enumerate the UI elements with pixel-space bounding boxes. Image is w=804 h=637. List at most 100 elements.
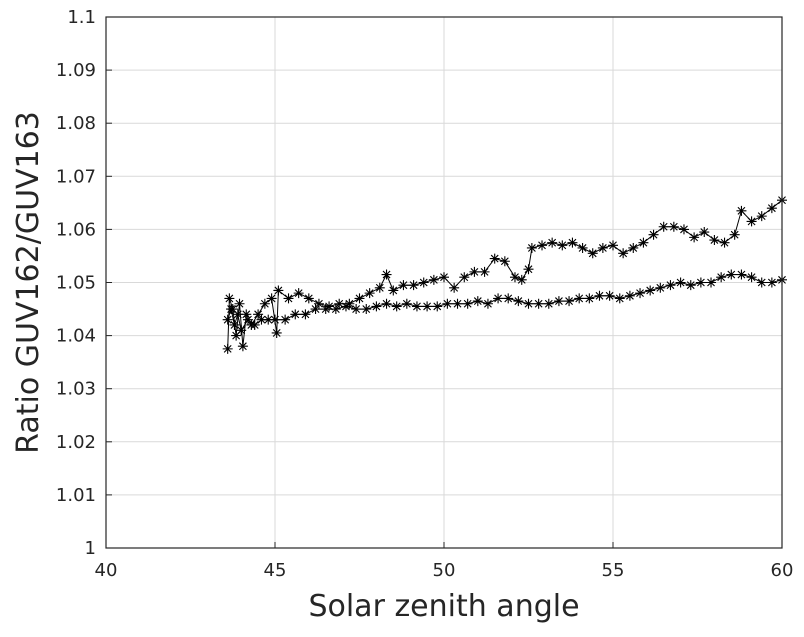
data-point: [313, 298, 324, 309]
data-point: [303, 293, 314, 304]
data-point: [411, 301, 422, 312]
data-point: [729, 229, 740, 240]
data-point: [564, 296, 575, 307]
data-point: [428, 274, 439, 285]
data-point: [300, 309, 311, 320]
x-tick-label: 40: [95, 560, 118, 581]
data-point: [604, 290, 615, 301]
y-tick-label: 1.01: [56, 485, 96, 506]
data-point: [523, 264, 534, 275]
data-point: [418, 277, 429, 288]
data-point: [766, 277, 777, 288]
data-point: [658, 221, 669, 232]
data-point: [271, 327, 282, 338]
data-point: [422, 301, 433, 312]
y-tick-label: 1.07: [56, 166, 96, 187]
data-point: [469, 266, 480, 277]
data-point: [273, 285, 284, 296]
series-group: [222, 195, 787, 354]
data-point: [234, 298, 245, 309]
data-point: [716, 272, 727, 283]
data-point: [231, 330, 242, 341]
data-point: [756, 211, 767, 222]
data-point: [482, 298, 493, 309]
data-point: [232, 309, 243, 320]
data-point: [537, 240, 548, 251]
data-point: [685, 280, 696, 291]
data-point: [668, 221, 679, 232]
data-point: [587, 248, 598, 259]
x-tick-label: 55: [602, 560, 625, 581]
data-point: [253, 309, 264, 320]
data-point: [224, 293, 235, 304]
data-point: [283, 293, 294, 304]
data-point: [222, 343, 233, 354]
data-point: [266, 293, 277, 304]
data-point: [574, 293, 585, 304]
data-point: [567, 237, 578, 248]
data-point: [401, 298, 412, 309]
x-tick-label: 60: [771, 560, 794, 581]
data-point: [766, 203, 777, 214]
data-point: [584, 293, 595, 304]
data-point: [695, 277, 706, 288]
data-point: [388, 285, 399, 296]
data-point: [553, 296, 564, 307]
data-point: [503, 293, 514, 304]
data-point: [351, 304, 362, 315]
data-point: [608, 240, 618, 251]
y-tick-label: 1.02: [56, 432, 96, 453]
x-axis-title: Solar zenith angle: [308, 589, 579, 624]
data-point: [746, 272, 757, 283]
y-tick-label: 1: [85, 538, 96, 559]
data-point: [618, 248, 629, 259]
data-point: [516, 274, 527, 285]
data-point: [472, 296, 483, 307]
data-point: [259, 298, 270, 309]
data-point: [736, 269, 747, 280]
data-point: [719, 237, 730, 248]
y-tick-label: 1.09: [56, 60, 96, 81]
data-point: [364, 288, 375, 299]
y-tick-label: 1.06: [56, 219, 96, 240]
data-point: [241, 309, 252, 320]
data-point: [361, 304, 372, 315]
data-point: [509, 272, 520, 283]
data-point: [547, 237, 558, 248]
data-point: [678, 224, 689, 235]
data-point: [706, 277, 717, 288]
data-point: [432, 301, 443, 312]
y-tick-label: 1.04: [56, 326, 96, 347]
data-point: [493, 293, 504, 304]
data-point: [479, 266, 490, 277]
data-point: [736, 205, 747, 216]
data-point: [408, 280, 419, 291]
data-point: [689, 232, 700, 243]
data-point: [371, 301, 382, 312]
x-axis-ticks: 40 45 50 55 60: [95, 542, 794, 581]
data-point: [665, 280, 676, 291]
y-tick-label: 1.08: [56, 113, 96, 134]
data-point: [624, 290, 635, 301]
data-point: [344, 298, 355, 309]
series-2: [222, 195, 787, 354]
data-point: [523, 298, 534, 309]
y-tick-label: 1.05: [56, 273, 96, 294]
data-point: [439, 272, 449, 283]
data-point: [324, 301, 335, 312]
data-point: [635, 288, 646, 299]
data-point: [290, 309, 301, 320]
data-point: [449, 282, 460, 293]
y-tick-label: 1.1: [67, 7, 96, 28]
data-point: [374, 282, 385, 293]
x-tick-label: 45: [264, 560, 287, 581]
data-point: [452, 298, 463, 309]
data-point: [655, 282, 666, 293]
data-point: [459, 272, 470, 283]
y-tick-label: 1.03: [56, 379, 96, 400]
data-point: [246, 319, 257, 330]
data-point: [533, 298, 544, 309]
data-point: [381, 269, 392, 280]
